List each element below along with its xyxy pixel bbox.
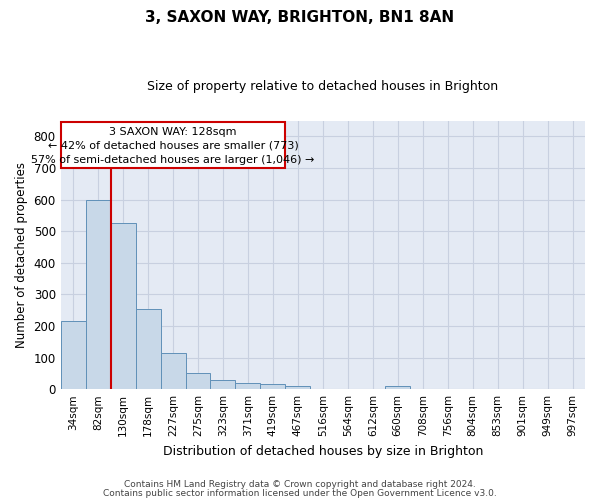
Text: ← 42% of detached houses are smaller (773): ← 42% of detached houses are smaller (77… <box>47 141 298 151</box>
Text: Contains HM Land Registry data © Crown copyright and database right 2024.: Contains HM Land Registry data © Crown c… <box>124 480 476 489</box>
X-axis label: Distribution of detached houses by size in Brighton: Distribution of detached houses by size … <box>163 444 483 458</box>
Bar <box>385 386 410 389</box>
Text: Contains public sector information licensed under the Open Government Licence v3: Contains public sector information licen… <box>103 488 497 498</box>
Bar <box>310 388 335 389</box>
Text: 3, SAXON WAY, BRIGHTON, BN1 8AN: 3, SAXON WAY, BRIGHTON, BN1 8AN <box>145 10 455 25</box>
Bar <box>86 200 110 389</box>
Text: 3 SAXON WAY: 128sqm: 3 SAXON WAY: 128sqm <box>109 127 237 137</box>
Bar <box>161 353 185 389</box>
Bar <box>110 224 136 389</box>
Y-axis label: Number of detached properties: Number of detached properties <box>15 162 28 348</box>
Bar <box>136 308 161 389</box>
Bar <box>260 384 286 389</box>
Bar <box>185 372 211 389</box>
Bar <box>211 380 235 389</box>
FancyBboxPatch shape <box>61 122 286 168</box>
Bar <box>286 386 310 389</box>
Bar <box>61 321 86 389</box>
Bar <box>235 383 260 389</box>
Text: 57% of semi-detached houses are larger (1,046) →: 57% of semi-detached houses are larger (… <box>31 154 315 164</box>
Title: Size of property relative to detached houses in Brighton: Size of property relative to detached ho… <box>147 80 499 93</box>
